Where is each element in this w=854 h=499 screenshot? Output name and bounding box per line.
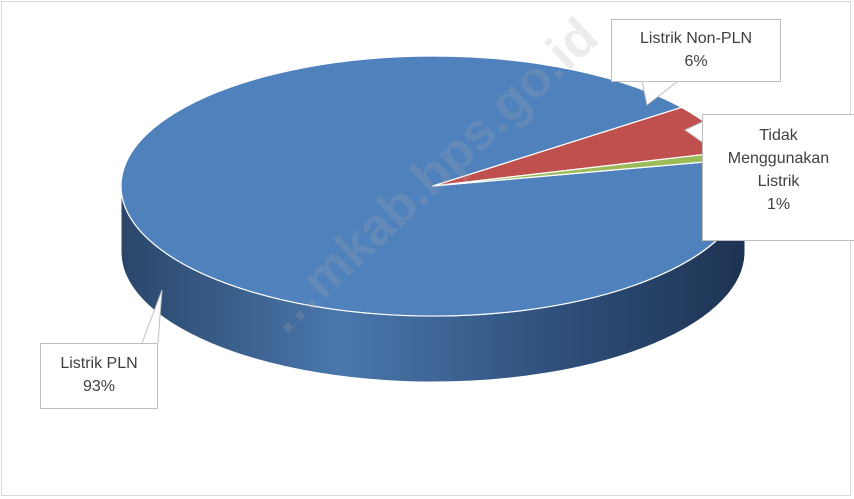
- label-pct: 6%: [684, 53, 708, 70]
- label-line: Listrik: [757, 173, 800, 190]
- label-name: Listrik PLN: [60, 355, 138, 372]
- callout-pointer: [141, 289, 163, 344]
- label-name: Listrik Non-PLN: [639, 30, 753, 47]
- label-line: Tidak: [759, 127, 798, 144]
- label-tidak-menggunakan-listrik: Tidak Menggunakan Listrik 1%: [702, 114, 854, 241]
- label-pct: 93%: [82, 378, 116, 395]
- label-line: Menggunakan: [727, 150, 830, 167]
- label-listrik-non-pln: Listrik Non-PLN 6%: [611, 19, 781, 82]
- callout-pointer: [684, 121, 703, 143]
- label-pct: 1%: [766, 196, 791, 213]
- label-listrik-pln: Listrik PLN 93%: [40, 343, 158, 409]
- callout-pointer: [641, 80, 679, 106]
